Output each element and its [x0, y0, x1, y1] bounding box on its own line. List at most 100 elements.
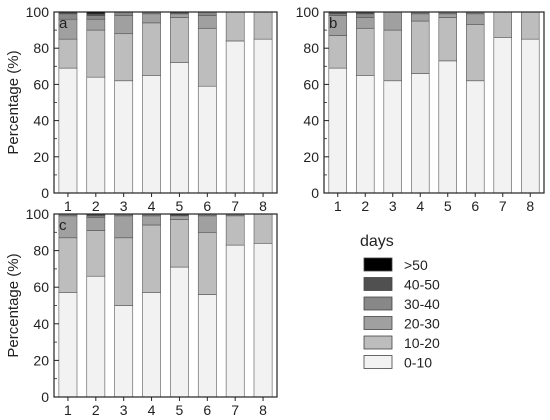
x-tick-label: 6: [203, 198, 211, 214]
bar-segment: [253, 242, 273, 398]
x-tick-label: 3: [120, 402, 128, 418]
legend-swatch: [363, 316, 393, 330]
x-tick-label: 5: [176, 402, 184, 418]
bar-segment: [114, 15, 134, 35]
panel-label: a: [59, 15, 68, 32]
bar-segment: [86, 275, 106, 398]
bar-segment: [170, 215, 189, 220]
bar-segment: [328, 67, 347, 194]
bar-segment: [356, 13, 375, 18]
x-tick-label: 8: [259, 402, 267, 418]
bar-segment: [493, 37, 512, 194]
legend-label: 20-30: [404, 316, 440, 332]
x-tick-label: 7: [231, 198, 239, 214]
legend-entry: 40-50: [363, 277, 440, 293]
bar-segment: [328, 35, 347, 69]
bar-segment: [356, 17, 375, 29]
bar-segment: [142, 215, 161, 226]
panel-b: 0 20 40 60 80 100 1 2 3 4 5 6 7 8 b: [296, 4, 545, 214]
y-tick-label: 0: [311, 185, 319, 201]
bar-segment: [225, 11, 245, 42]
legend-entries: >50 40-50 30-40 20-30 10-20 0-10: [363, 257, 440, 371]
bar-segment: [142, 22, 161, 76]
x-tick-label: 1: [64, 198, 72, 214]
bar-segment: [438, 13, 457, 18]
legend-swatch: [363, 296, 393, 311]
bar-segment: [253, 213, 273, 244]
x-tick-label: 4: [416, 198, 424, 214]
legend-label: 0-10: [404, 355, 432, 371]
bar-segment: [411, 13, 430, 22]
x-tick-label: 4: [148, 402, 156, 418]
bar-segment: [86, 76, 106, 194]
legend-entry: 0-10: [363, 355, 432, 371]
bar-segment: [383, 29, 402, 82]
bar-segment: [114, 305, 134, 398]
y-tick-label: 20: [33, 149, 49, 165]
panel-a: 0 20 40 60 80 100 1 2 3 4 5 6 7 8 a Percentage (%): [5, 4, 278, 214]
y-tick-label: 60: [33, 76, 49, 92]
bar-segment: [253, 38, 273, 194]
x-tick-label: 3: [120, 198, 128, 214]
panel-label: b: [329, 15, 337, 32]
x-tick-label: 2: [92, 402, 100, 418]
bar-segment: [170, 266, 189, 398]
bar-segment: [86, 15, 106, 20]
bar-segment: [197, 215, 217, 233]
x-tick-label: 5: [176, 198, 184, 214]
legend-entry: 30-40: [363, 296, 440, 312]
legend-label: 30-40: [404, 296, 440, 312]
bar-segment: [86, 217, 106, 231]
bar-segment: [411, 20, 430, 74]
bar-segment: [142, 224, 161, 293]
x-tick-label: 2: [361, 198, 369, 214]
bar-segment: [197, 85, 217, 194]
legend-entry: 20-30: [363, 316, 440, 332]
bar-segment: [356, 27, 375, 76]
y-tick-label: 40: [303, 113, 319, 129]
bar-segment: [383, 80, 402, 194]
y-tick-label: 40: [33, 113, 49, 129]
x-tick-label: 1: [64, 402, 72, 418]
bar-segment: [383, 11, 402, 31]
bar-segment: [466, 80, 485, 194]
legend-label: >50: [404, 257, 428, 273]
bar-segment: [86, 230, 106, 277]
x-tick-label: 7: [231, 402, 239, 418]
x-tick-label: 2: [92, 198, 100, 214]
panel-label: c: [59, 217, 67, 234]
bar-segment: [197, 232, 217, 295]
bar-segment: [86, 18, 106, 31]
bar-segment: [197, 27, 217, 87]
x-tick-label: 6: [471, 198, 479, 214]
bar-segment: [521, 38, 540, 194]
bars-panel-c: [58, 213, 273, 398]
legend-swatch: [363, 257, 393, 272]
panel-c: 0 20 40 60 80 100 1 2 3 4 5 6 7 8 c Percentage (%): [5, 206, 278, 418]
y-tick-label: 80: [33, 40, 49, 56]
y-tick-label: 60: [303, 76, 319, 92]
bar-segment: [170, 17, 189, 63]
x-tick-label: 3: [389, 198, 397, 214]
bar-segment: [225, 215, 245, 246]
bar-segment: [114, 33, 134, 82]
bar-segment: [58, 237, 78, 293]
legend-entry: >50: [363, 257, 428, 273]
y-tick-label: 20: [303, 149, 319, 165]
bar-segment: [170, 13, 189, 18]
bar-segment: [356, 75, 375, 194]
bar-segment: [142, 75, 161, 194]
bar-segment: [170, 62, 189, 194]
bar-segment: [225, 40, 245, 194]
y-tick-label: 80: [303, 40, 319, 56]
bar-segment: [438, 60, 457, 194]
legend-entry: 10-20: [363, 335, 440, 351]
bar-segment: [58, 67, 78, 194]
bar-segment: [114, 215, 134, 239]
bar-segment: [142, 292, 161, 398]
bars-panel-b: [328, 11, 540, 194]
y-tick-label: 40: [33, 316, 49, 332]
bar-segment: [521, 11, 540, 40]
